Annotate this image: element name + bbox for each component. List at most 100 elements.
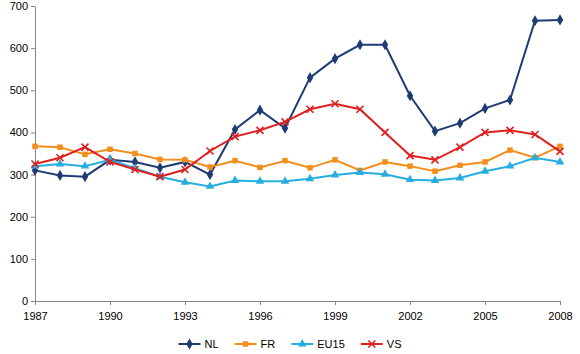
series-marker — [556, 157, 565, 164]
y-tick: 400 — [10, 126, 35, 138]
series-marker — [282, 118, 289, 125]
y-tick-label: 0 — [22, 295, 28, 307]
series-marker — [331, 170, 340, 177]
series-marker — [232, 133, 239, 140]
series-marker — [256, 176, 265, 183]
x-axis: 1987 1990 1993 1996 1999 2002 2005 2008 — [23, 301, 572, 322]
x-tick-label: 2002 — [398, 310, 422, 322]
legend-label: VS — [387, 338, 402, 350]
series-line — [35, 20, 560, 177]
x-tick-label: 1999 — [323, 310, 347, 322]
x-tick: 1996 — [248, 301, 272, 322]
legend-item: VS — [361, 338, 402, 350]
legend-item: EU15 — [291, 338, 345, 350]
series-marker — [257, 105, 263, 116]
series — [32, 14, 563, 182]
y-tick: 300 — [10, 169, 35, 181]
legend-label: EU15 — [317, 338, 345, 350]
series-marker — [531, 153, 540, 160]
series-marker — [456, 173, 465, 180]
x-tick-mark — [110, 301, 111, 305]
series-marker — [406, 175, 415, 182]
series-marker — [231, 176, 240, 183]
series-marker — [407, 152, 414, 159]
x-tick-mark — [335, 301, 336, 305]
series-marker — [281, 176, 290, 183]
series-marker — [432, 168, 437, 173]
x-tick-label: 1987 — [23, 310, 47, 322]
series-marker — [382, 159, 387, 164]
series-marker — [182, 157, 187, 162]
series-marker — [132, 151, 137, 156]
x-tick: 1999 — [323, 301, 347, 322]
y-tick-mark — [31, 6, 35, 7]
series-marker — [207, 169, 213, 180]
y-tick: 100 — [10, 253, 35, 265]
y-axis-line — [35, 7, 36, 302]
y-axis: 0100200300400500600700 — [10, 0, 36, 307]
x-tick: 1990 — [98, 301, 122, 322]
legend-marker — [243, 341, 248, 346]
series-marker — [157, 173, 164, 180]
series-marker — [332, 157, 337, 162]
y-tick: 0 — [22, 295, 35, 307]
x-tick-label: 1993 — [173, 310, 197, 322]
x-tick-label: 2008 — [548, 310, 572, 322]
x-tick: 2008 — [548, 301, 572, 322]
y-tick-mark — [31, 90, 35, 91]
series-marker — [232, 158, 237, 163]
series-marker — [457, 118, 463, 129]
series-marker — [306, 174, 315, 181]
series-line — [35, 146, 560, 171]
series-marker — [507, 127, 514, 134]
series-marker — [482, 103, 488, 114]
y-tick: 500 — [10, 84, 35, 96]
x-tick: 2002 — [398, 301, 422, 322]
x-tick-mark — [560, 301, 561, 305]
series-marker — [82, 144, 89, 151]
series-marker — [506, 161, 515, 168]
x-tick-mark — [260, 301, 261, 305]
series-marker — [332, 53, 338, 64]
series-marker — [356, 168, 365, 175]
legend-label: NL — [205, 338, 219, 350]
series-marker — [207, 164, 212, 169]
series-marker — [557, 14, 563, 25]
legend-marker — [368, 341, 375, 348]
series-marker — [82, 171, 88, 182]
y-tick-label: 400 — [10, 126, 28, 138]
x-tick-label: 1996 — [248, 310, 272, 322]
series-marker — [557, 144, 562, 149]
y-tick-label: 100 — [10, 253, 28, 265]
legend-marker — [186, 338, 192, 349]
series-marker — [557, 148, 564, 155]
x-tick: 1987 — [23, 301, 47, 322]
series-marker — [81, 161, 90, 168]
series-marker — [432, 156, 439, 163]
series-marker — [107, 147, 112, 152]
series-marker — [32, 161, 39, 168]
series-marker — [407, 90, 413, 101]
x-tick-label: 1990 — [98, 310, 122, 322]
series-marker — [482, 159, 487, 164]
series-marker — [182, 156, 188, 167]
series-marker — [57, 144, 62, 149]
series-marker — [32, 144, 37, 149]
series-marker — [381, 169, 390, 176]
series-marker — [307, 72, 313, 83]
series — [32, 100, 564, 180]
series-marker — [432, 126, 438, 137]
series-marker — [507, 147, 512, 152]
series-marker — [107, 158, 114, 165]
x-tick-label: 2005 — [473, 310, 497, 322]
series-marker — [532, 131, 539, 138]
y-tick-label: 300 — [10, 169, 28, 181]
series-marker — [357, 106, 364, 113]
x-tick-mark — [410, 301, 411, 305]
legend-item: FR — [235, 338, 276, 350]
series-marker — [282, 158, 287, 163]
y-tick-mark — [31, 259, 35, 260]
series-marker — [307, 165, 312, 170]
series-marker — [57, 170, 63, 181]
y-tick-label: 600 — [10, 42, 28, 54]
